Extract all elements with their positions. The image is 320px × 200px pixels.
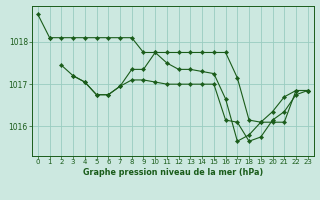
X-axis label: Graphe pression niveau de la mer (hPa): Graphe pression niveau de la mer (hPa) (83, 168, 263, 177)
